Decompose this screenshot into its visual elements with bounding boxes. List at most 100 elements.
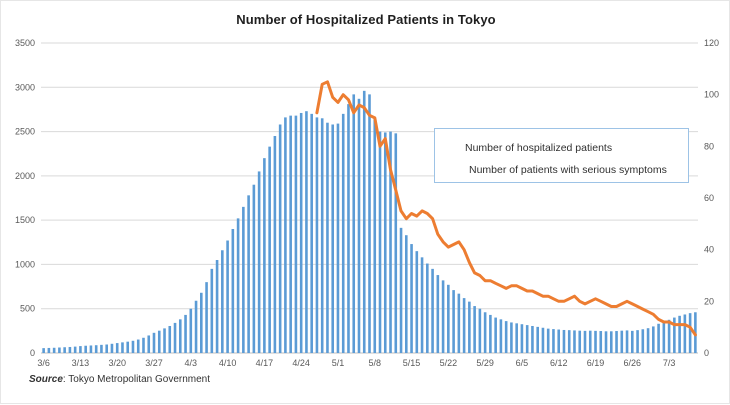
bar bbox=[205, 282, 208, 353]
bar bbox=[562, 329, 566, 353]
bar bbox=[305, 111, 308, 353]
left-axis-tick: 0 bbox=[30, 348, 35, 358]
bar bbox=[136, 339, 140, 353]
bar bbox=[100, 344, 103, 353]
left-axis-tick: 500 bbox=[20, 304, 35, 314]
left-axis-tick: 2500 bbox=[15, 127, 35, 137]
x-axis-tick: 4/3 bbox=[185, 358, 198, 368]
x-axis-tick: 5/22 bbox=[440, 358, 458, 368]
x-axis-tick: 5/8 bbox=[368, 358, 381, 368]
bar bbox=[447, 284, 450, 353]
bar bbox=[105, 344, 108, 353]
bar bbox=[84, 345, 87, 353]
bar-swatch-icon bbox=[449, 143, 463, 153]
right-axis-labels: 0 20 40 60 80 100 120 bbox=[704, 38, 719, 358]
bar bbox=[236, 218, 240, 353]
right-axis-tick: 60 bbox=[704, 193, 714, 203]
x-axis-tick: 4/10 bbox=[219, 358, 237, 368]
x-axis-tick: 3/6 bbox=[37, 358, 50, 368]
bar bbox=[489, 314, 492, 353]
bar bbox=[394, 133, 398, 353]
x-axis-tick: 5/15 bbox=[403, 358, 421, 368]
bar bbox=[583, 330, 587, 353]
bar bbox=[299, 112, 303, 353]
left-axis-labels: 0 500 1000 1500 2000 2500 3000 3500 bbox=[15, 38, 35, 358]
bar bbox=[121, 342, 124, 353]
bar bbox=[247, 195, 250, 353]
right-axis-tick: 0 bbox=[704, 348, 709, 358]
bar bbox=[468, 301, 471, 353]
bar bbox=[257, 171, 261, 353]
bar bbox=[426, 263, 429, 353]
bar bbox=[184, 314, 187, 353]
bar bbox=[126, 341, 130, 353]
legend-item-hospitalized: Number of hospitalized patients bbox=[449, 137, 688, 159]
bar bbox=[110, 343, 114, 353]
legend: Number of hospitalized patients Number o… bbox=[434, 128, 689, 183]
bar bbox=[242, 206, 245, 353]
bar bbox=[368, 94, 371, 354]
bar bbox=[341, 113, 345, 353]
bar bbox=[289, 115, 292, 353]
bar bbox=[599, 331, 603, 353]
bar bbox=[163, 328, 166, 353]
bar bbox=[273, 136, 277, 353]
bar bbox=[278, 124, 282, 354]
x-axis-tick: 6/12 bbox=[550, 358, 568, 368]
x-axis-tick: 7/3 bbox=[663, 358, 676, 368]
bar bbox=[678, 315, 681, 353]
bar bbox=[483, 312, 487, 353]
bar bbox=[510, 322, 513, 353]
legend-label-serious: Number of patients with serious symptoms bbox=[469, 164, 667, 176]
bar bbox=[399, 227, 403, 353]
bar bbox=[52, 347, 56, 353]
bar bbox=[226, 240, 229, 353]
bar bbox=[594, 330, 597, 353]
x-axis-tick: 6/26 bbox=[624, 358, 642, 368]
bar bbox=[646, 328, 650, 353]
x-axis-tick: 5/29 bbox=[476, 358, 494, 368]
bar bbox=[499, 319, 503, 353]
bar bbox=[336, 123, 340, 353]
bar bbox=[389, 131, 392, 353]
bar bbox=[89, 345, 93, 353]
bar bbox=[588, 330, 592, 353]
bar bbox=[404, 235, 408, 353]
x-axis-tick: 4/24 bbox=[292, 358, 310, 368]
bar bbox=[688, 313, 692, 353]
bar bbox=[284, 117, 287, 354]
bar bbox=[415, 251, 419, 353]
bar bbox=[620, 330, 624, 353]
bar bbox=[147, 335, 151, 353]
chart-title: Number of Hospitalized Patients in Tokyo bbox=[236, 12, 496, 27]
bar bbox=[452, 290, 455, 353]
bar bbox=[194, 300, 198, 353]
x-axis-labels: 3/6 3/13 3/20 3/27 4/3 4/10 4/17 4/24 5/1 5/8 5/15… bbox=[37, 358, 675, 368]
bar bbox=[657, 323, 660, 353]
left-axis-tick: 1500 bbox=[15, 215, 35, 225]
right-axis-tick: 120 bbox=[704, 38, 719, 48]
bar bbox=[625, 330, 629, 353]
bar bbox=[142, 337, 145, 353]
bar bbox=[531, 325, 534, 353]
bar bbox=[58, 347, 61, 353]
bar bbox=[473, 306, 476, 353]
bar bbox=[541, 327, 545, 353]
source-label: Source bbox=[29, 374, 63, 385]
bar bbox=[331, 124, 335, 354]
bar bbox=[636, 330, 639, 353]
bar bbox=[173, 322, 177, 353]
bar bbox=[631, 330, 634, 353]
bar bbox=[221, 250, 224, 353]
bar bbox=[352, 94, 356, 354]
bar bbox=[410, 244, 413, 353]
bar bbox=[63, 347, 66, 353]
bar bbox=[383, 132, 387, 353]
bar bbox=[47, 347, 51, 353]
bar bbox=[536, 326, 539, 353]
bar bbox=[431, 268, 434, 353]
bar bbox=[573, 330, 576, 353]
bar bbox=[420, 257, 424, 353]
bars-series-hospitalized bbox=[42, 90, 697, 354]
bar bbox=[525, 325, 529, 353]
